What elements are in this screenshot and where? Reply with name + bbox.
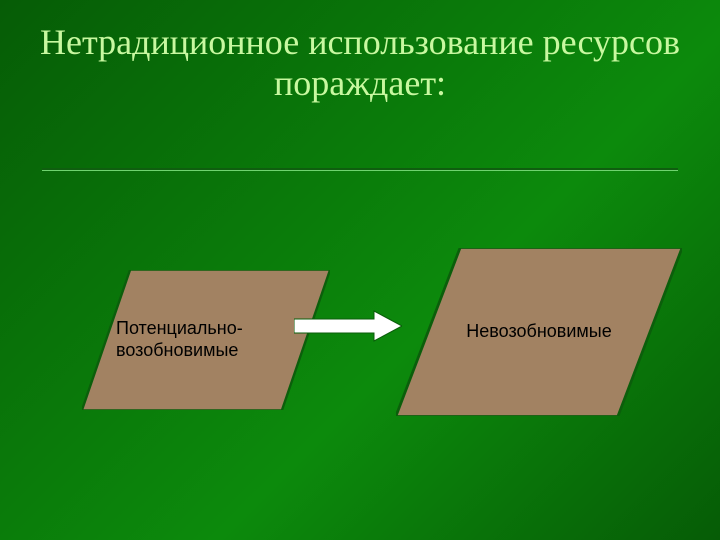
slide: Нетрадиционное использование ресурсов по… bbox=[0, 0, 720, 540]
flowchart-node-left-label: Потенциально-возобновимые bbox=[110, 318, 302, 361]
title-divider bbox=[42, 168, 678, 170]
flowchart-node-right: Невозобновимые bbox=[396, 248, 682, 416]
flowchart-node-right-label: Невозобновимые bbox=[432, 321, 646, 343]
slide-title: Нетрадиционное использование ресурсов по… bbox=[0, 22, 720, 105]
flowchart-node-left: Потенциально-возобновимые bbox=[82, 270, 330, 410]
flowchart-arrow bbox=[294, 309, 402, 343]
